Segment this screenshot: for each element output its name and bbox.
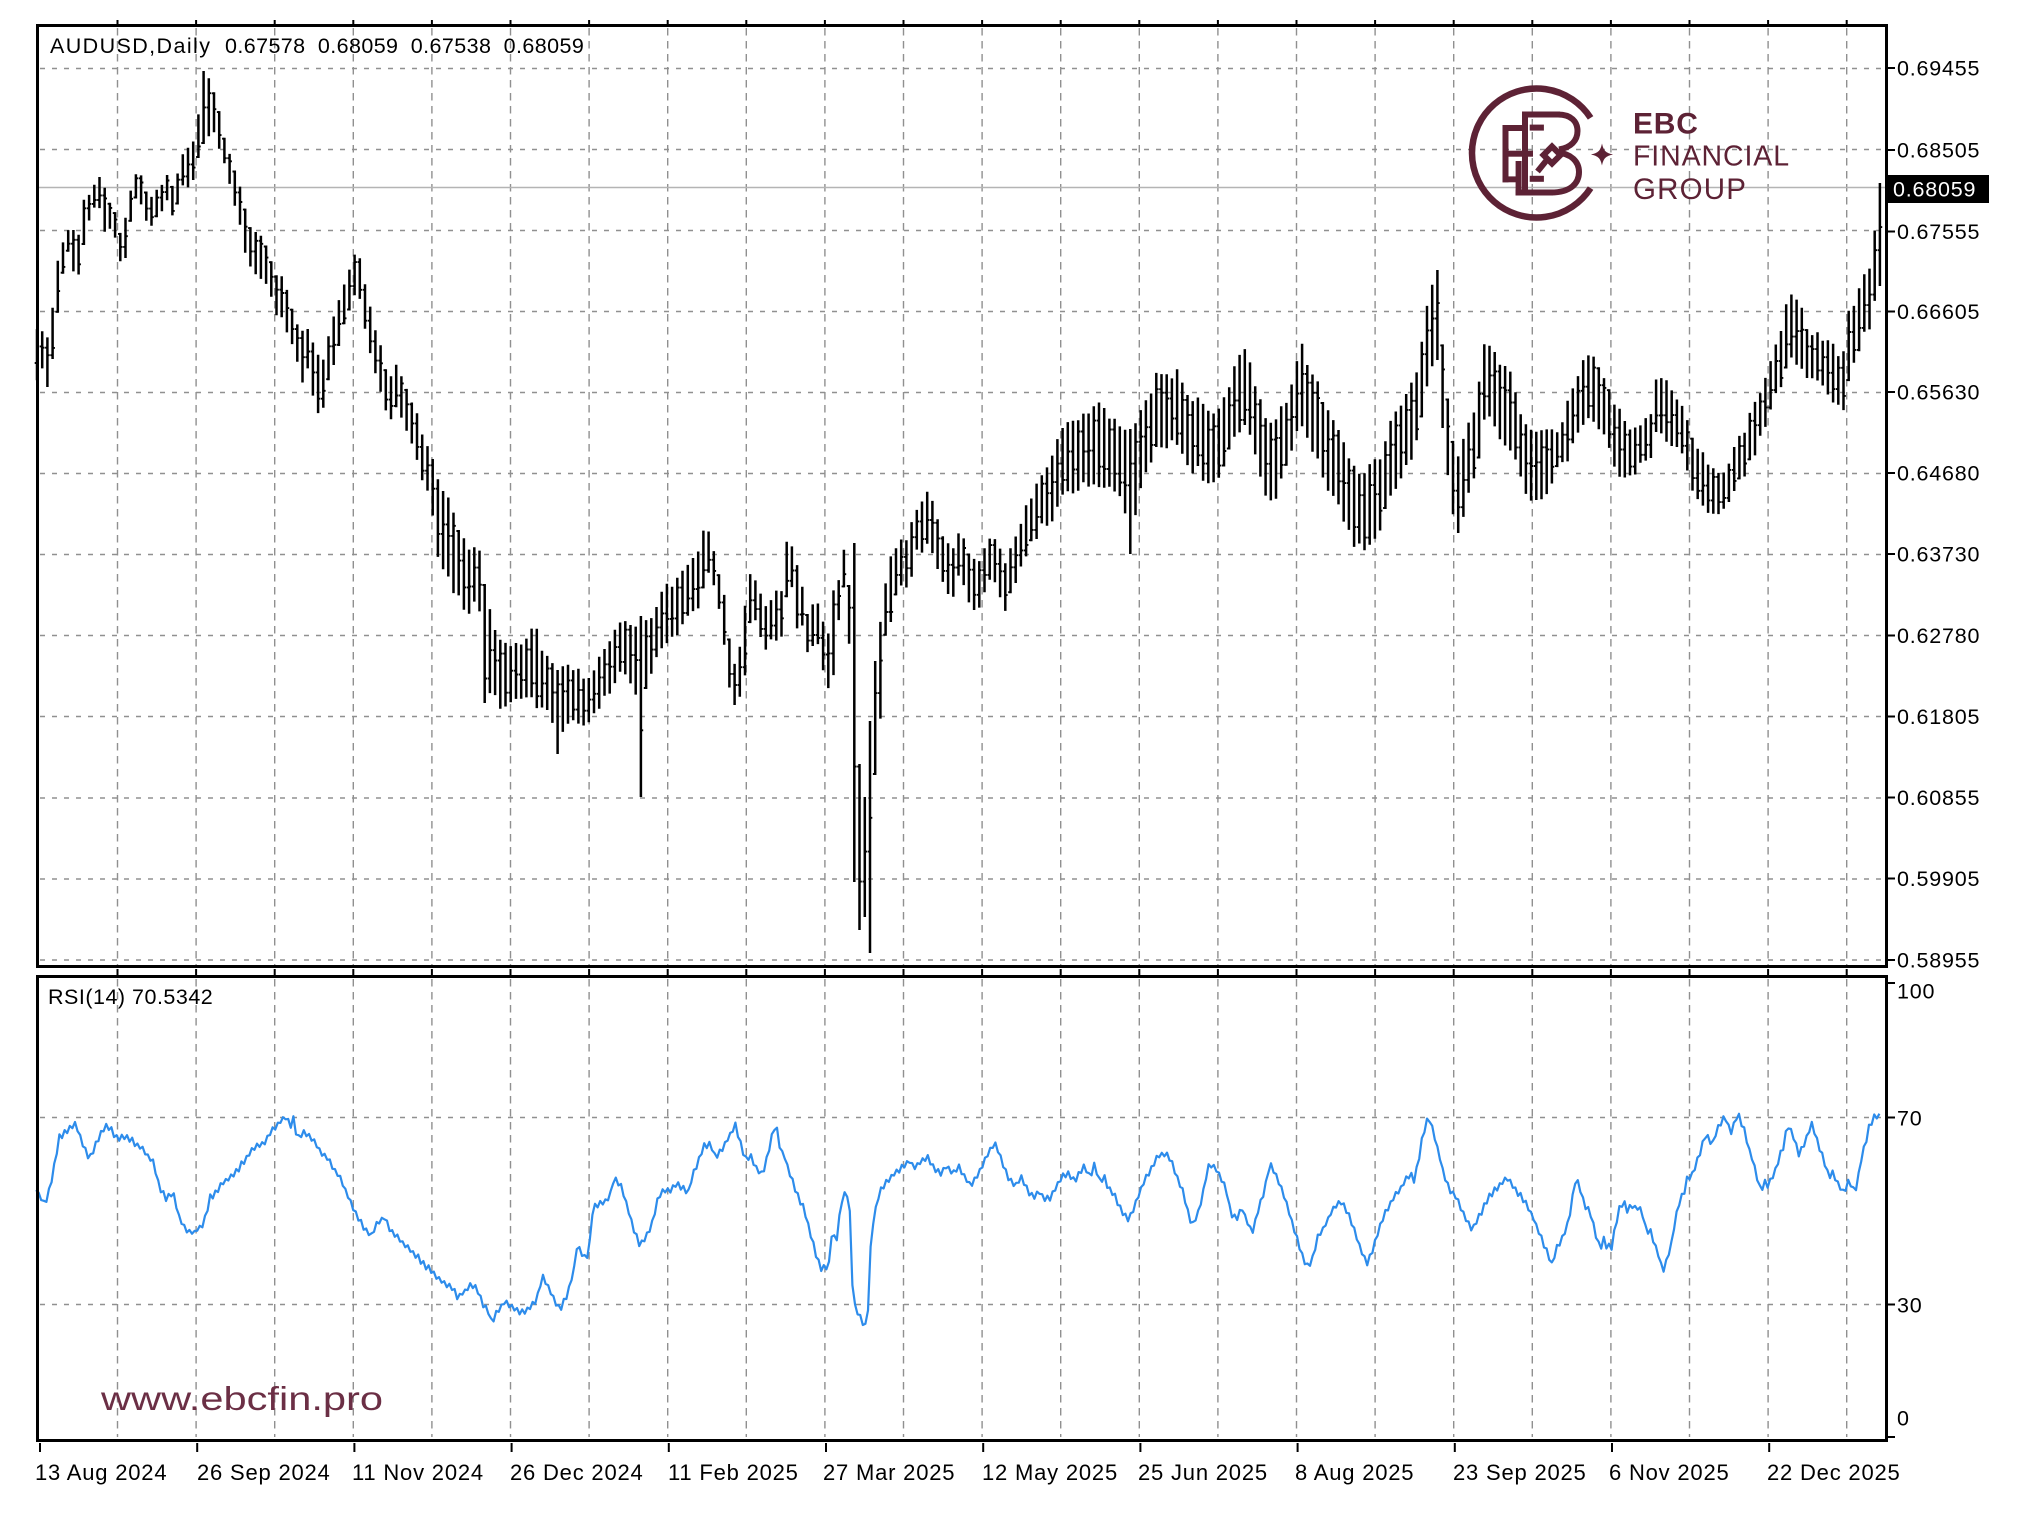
svg-text:0.64680: 0.64680: [1897, 462, 1980, 486]
svg-text:26 Sep 2024: 26 Sep 2024: [197, 1460, 331, 1485]
svg-text:6 Nov 2025: 6 Nov 2025: [1609, 1460, 1730, 1485]
svg-text:26 Dec 2024: 26 Dec 2024: [510, 1460, 644, 1485]
svg-text:0.67578 0.68059 0.67538 0.6805: 0.67578 0.68059 0.67538 0.68059: [225, 34, 584, 58]
svg-text:0.61805: 0.61805: [1897, 705, 1980, 729]
svg-text:0.69455: 0.69455: [1897, 57, 1980, 81]
svg-text:0.58955: 0.58955: [1897, 949, 1980, 973]
svg-text:0.59905: 0.59905: [1897, 867, 1980, 891]
svg-text:0.60855: 0.60855: [1897, 786, 1980, 810]
svg-text:70: 70: [1897, 1107, 1923, 1131]
svg-text:12 May 2025: 12 May 2025: [982, 1460, 1118, 1485]
svg-text:0.65630: 0.65630: [1897, 381, 1980, 405]
svg-text:23 Sep 2025: 23 Sep 2025: [1453, 1460, 1587, 1485]
svg-text:0.62780: 0.62780: [1897, 624, 1980, 648]
svg-text:GROUP: GROUP: [1633, 173, 1747, 206]
svg-text:11 Feb 2025: 11 Feb 2025: [668, 1460, 799, 1485]
svg-text:0: 0: [1897, 1407, 1910, 1431]
svg-text:FINANCIAL: FINANCIAL: [1633, 141, 1790, 173]
svg-text:100: 100: [1897, 980, 1935, 1004]
svg-text:8 Aug 2025: 8 Aug 2025: [1295, 1460, 1414, 1485]
svg-text:EBC: EBC: [1633, 108, 1699, 141]
svg-text:22 Dec 2025: 22 Dec 2025: [1767, 1460, 1901, 1485]
svg-text:30: 30: [1897, 1294, 1923, 1318]
svg-text:27 Mar 2025: 27 Mar 2025: [823, 1460, 955, 1485]
svg-text:www.ebcfin.pro: www.ebcfin.pro: [100, 1380, 383, 1417]
svg-text:0.68505: 0.68505: [1897, 139, 1980, 163]
svg-text:25 Jun 2025: 25 Jun 2025: [1138, 1460, 1268, 1485]
svg-text:AUDUSD,Daily: AUDUSD,Daily: [50, 34, 211, 58]
svg-text:0.63730: 0.63730: [1897, 543, 1980, 567]
svg-text:0.67555: 0.67555: [1897, 220, 1980, 244]
svg-text:13 Aug 2024: 13 Aug 2024: [35, 1460, 167, 1485]
svg-text:0.66605: 0.66605: [1897, 300, 1980, 324]
svg-text:0.68059: 0.68059: [1893, 178, 1976, 202]
svg-text:11 Nov 2024: 11 Nov 2024: [352, 1460, 484, 1485]
svg-text:RSI(14) 70.5342: RSI(14) 70.5342: [48, 985, 213, 1009]
